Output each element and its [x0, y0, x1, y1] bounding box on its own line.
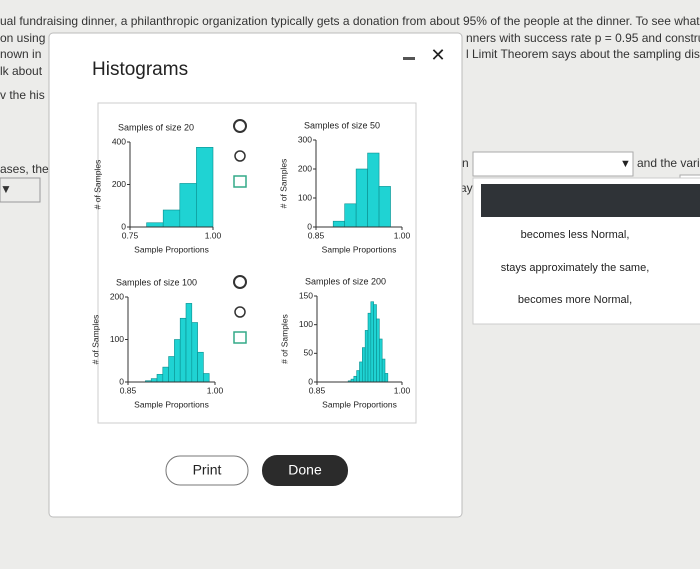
- done-label: Done: [288, 462, 322, 478]
- dropdown-arrow[interactable]: ▼: [620, 158, 631, 170]
- bar: [379, 338, 383, 383]
- bar: [376, 318, 380, 383]
- bar: [197, 351, 204, 383]
- background-text: and the varia: [637, 156, 700, 170]
- popout-icon[interactable]: [233, 331, 247, 344]
- bar: [156, 374, 164, 383]
- menu-highlight[interactable]: [481, 184, 700, 217]
- zoom-in-icon[interactable]: [233, 119, 247, 133]
- bar: [370, 301, 374, 383]
- background-text: lk about: [0, 64, 43, 78]
- y-axis-label: # of Samples: [279, 314, 289, 364]
- y-tick-label: 0: [307, 221, 312, 231]
- bar: [203, 373, 210, 383]
- bar: [179, 317, 187, 383]
- bar: [356, 370, 360, 383]
- y-tick-label: 50: [304, 348, 314, 358]
- y-axis-label: # of Samples: [92, 160, 102, 210]
- background-text: nners with success rate p = 0.95 and con…: [466, 31, 700, 45]
- y-tick-label: 200: [112, 179, 126, 189]
- background-text: n: [462, 156, 469, 170]
- x-axis-label: Sample Proportions: [134, 244, 209, 254]
- y-tick-label: 100: [110, 334, 124, 344]
- y-tick-label: 150: [299, 290, 313, 300]
- menu-option[interactable]: becomes less Normal,: [521, 229, 630, 241]
- y-axis-label: # of Samples: [278, 159, 288, 209]
- menu-option[interactable]: stays approximately the same,: [501, 262, 650, 274]
- bar: [162, 209, 181, 228]
- y-tick-label: 0: [308, 376, 313, 386]
- x-tick-label: 1.00: [205, 230, 222, 240]
- bar: [191, 322, 198, 383]
- bar: [359, 361, 363, 383]
- zoom-in-icon[interactable]: [233, 275, 247, 289]
- bar: [378, 186, 391, 228]
- y-tick-label: 200: [110, 291, 124, 301]
- x-tick-label: 0.85: [120, 385, 137, 395]
- dropdown[interactable]: [472, 151, 634, 177]
- bar: [196, 147, 214, 228]
- background-text: nown in: [0, 47, 41, 61]
- chart-title: Samples of size 200: [305, 276, 386, 286]
- minimize-button[interactable]: [403, 57, 415, 60]
- bar: [174, 339, 181, 383]
- x-axis-label: Sample Proportions: [134, 399, 209, 409]
- bar: [373, 304, 377, 383]
- done-button[interactable]: [262, 455, 348, 486]
- y-tick-label: 100: [298, 192, 312, 202]
- bar: [344, 203, 357, 228]
- x-axis-label: Sample Proportions: [322, 399, 397, 409]
- background-text: l Limit Theorem says about the sampling …: [466, 47, 700, 61]
- x-tick-label: 1.00: [207, 385, 224, 395]
- bar: [179, 183, 197, 228]
- print-label: Print: [193, 462, 222, 478]
- bar: [150, 378, 158, 383]
- bar: [355, 168, 368, 228]
- x-tick-label: 0.85: [309, 385, 326, 395]
- dropdown[interactable]: [0, 177, 41, 203]
- zoom-out-icon[interactable]: [234, 306, 246, 318]
- dialog-title: Histograms: [92, 59, 188, 80]
- chart-title: Samples of size 20: [118, 122, 194, 132]
- y-tick-label: 400: [112, 136, 126, 146]
- background-text: ual fundraising dinner, a philanthropic …: [0, 14, 700, 28]
- y-tick-label: 0: [119, 376, 124, 386]
- bar: [353, 375, 357, 383]
- zoom-out-icon[interactable]: [234, 150, 246, 162]
- x-axis-label: Sample Proportions: [322, 244, 397, 254]
- bar: [146, 222, 164, 228]
- y-tick-label: 300: [298, 134, 312, 144]
- bar: [362, 347, 366, 383]
- y-tick-label: 200: [298, 163, 312, 173]
- bar: [332, 220, 345, 228]
- y-axis-label: # of Samples: [90, 315, 100, 365]
- x-tick-label: 0.85: [308, 230, 325, 240]
- x-tick-label: 0.75: [122, 230, 139, 240]
- background-text: ay: [460, 181, 473, 195]
- background-text: ases, the: [0, 162, 49, 176]
- y-tick-label: 100: [299, 319, 313, 329]
- chart-title: Samples of size 100: [116, 277, 197, 287]
- dropdown-arrow[interactable]: ▼: [0, 182, 12, 196]
- menu-option[interactable]: becomes more Normal,: [518, 294, 632, 306]
- x-tick-label: 1.00: [394, 230, 411, 240]
- bar: [185, 303, 193, 383]
- popout-icon[interactable]: [233, 175, 247, 188]
- bar: [168, 356, 175, 383]
- bar: [364, 330, 369, 383]
- bar: [367, 312, 372, 383]
- bar: [162, 366, 169, 383]
- background-text: on using: [0, 31, 45, 45]
- y-tick-label: 0: [121, 221, 126, 231]
- bar: [381, 358, 386, 383]
- print-button[interactable]: [165, 455, 249, 486]
- background-text: v the his: [0, 88, 45, 102]
- close-button[interactable]: ✕: [430, 45, 445, 65]
- bar: [384, 373, 389, 383]
- x-tick-label: 1.00: [394, 385, 411, 395]
- chart-title: Samples of size 50: [304, 120, 380, 130]
- bar: [367, 152, 380, 228]
